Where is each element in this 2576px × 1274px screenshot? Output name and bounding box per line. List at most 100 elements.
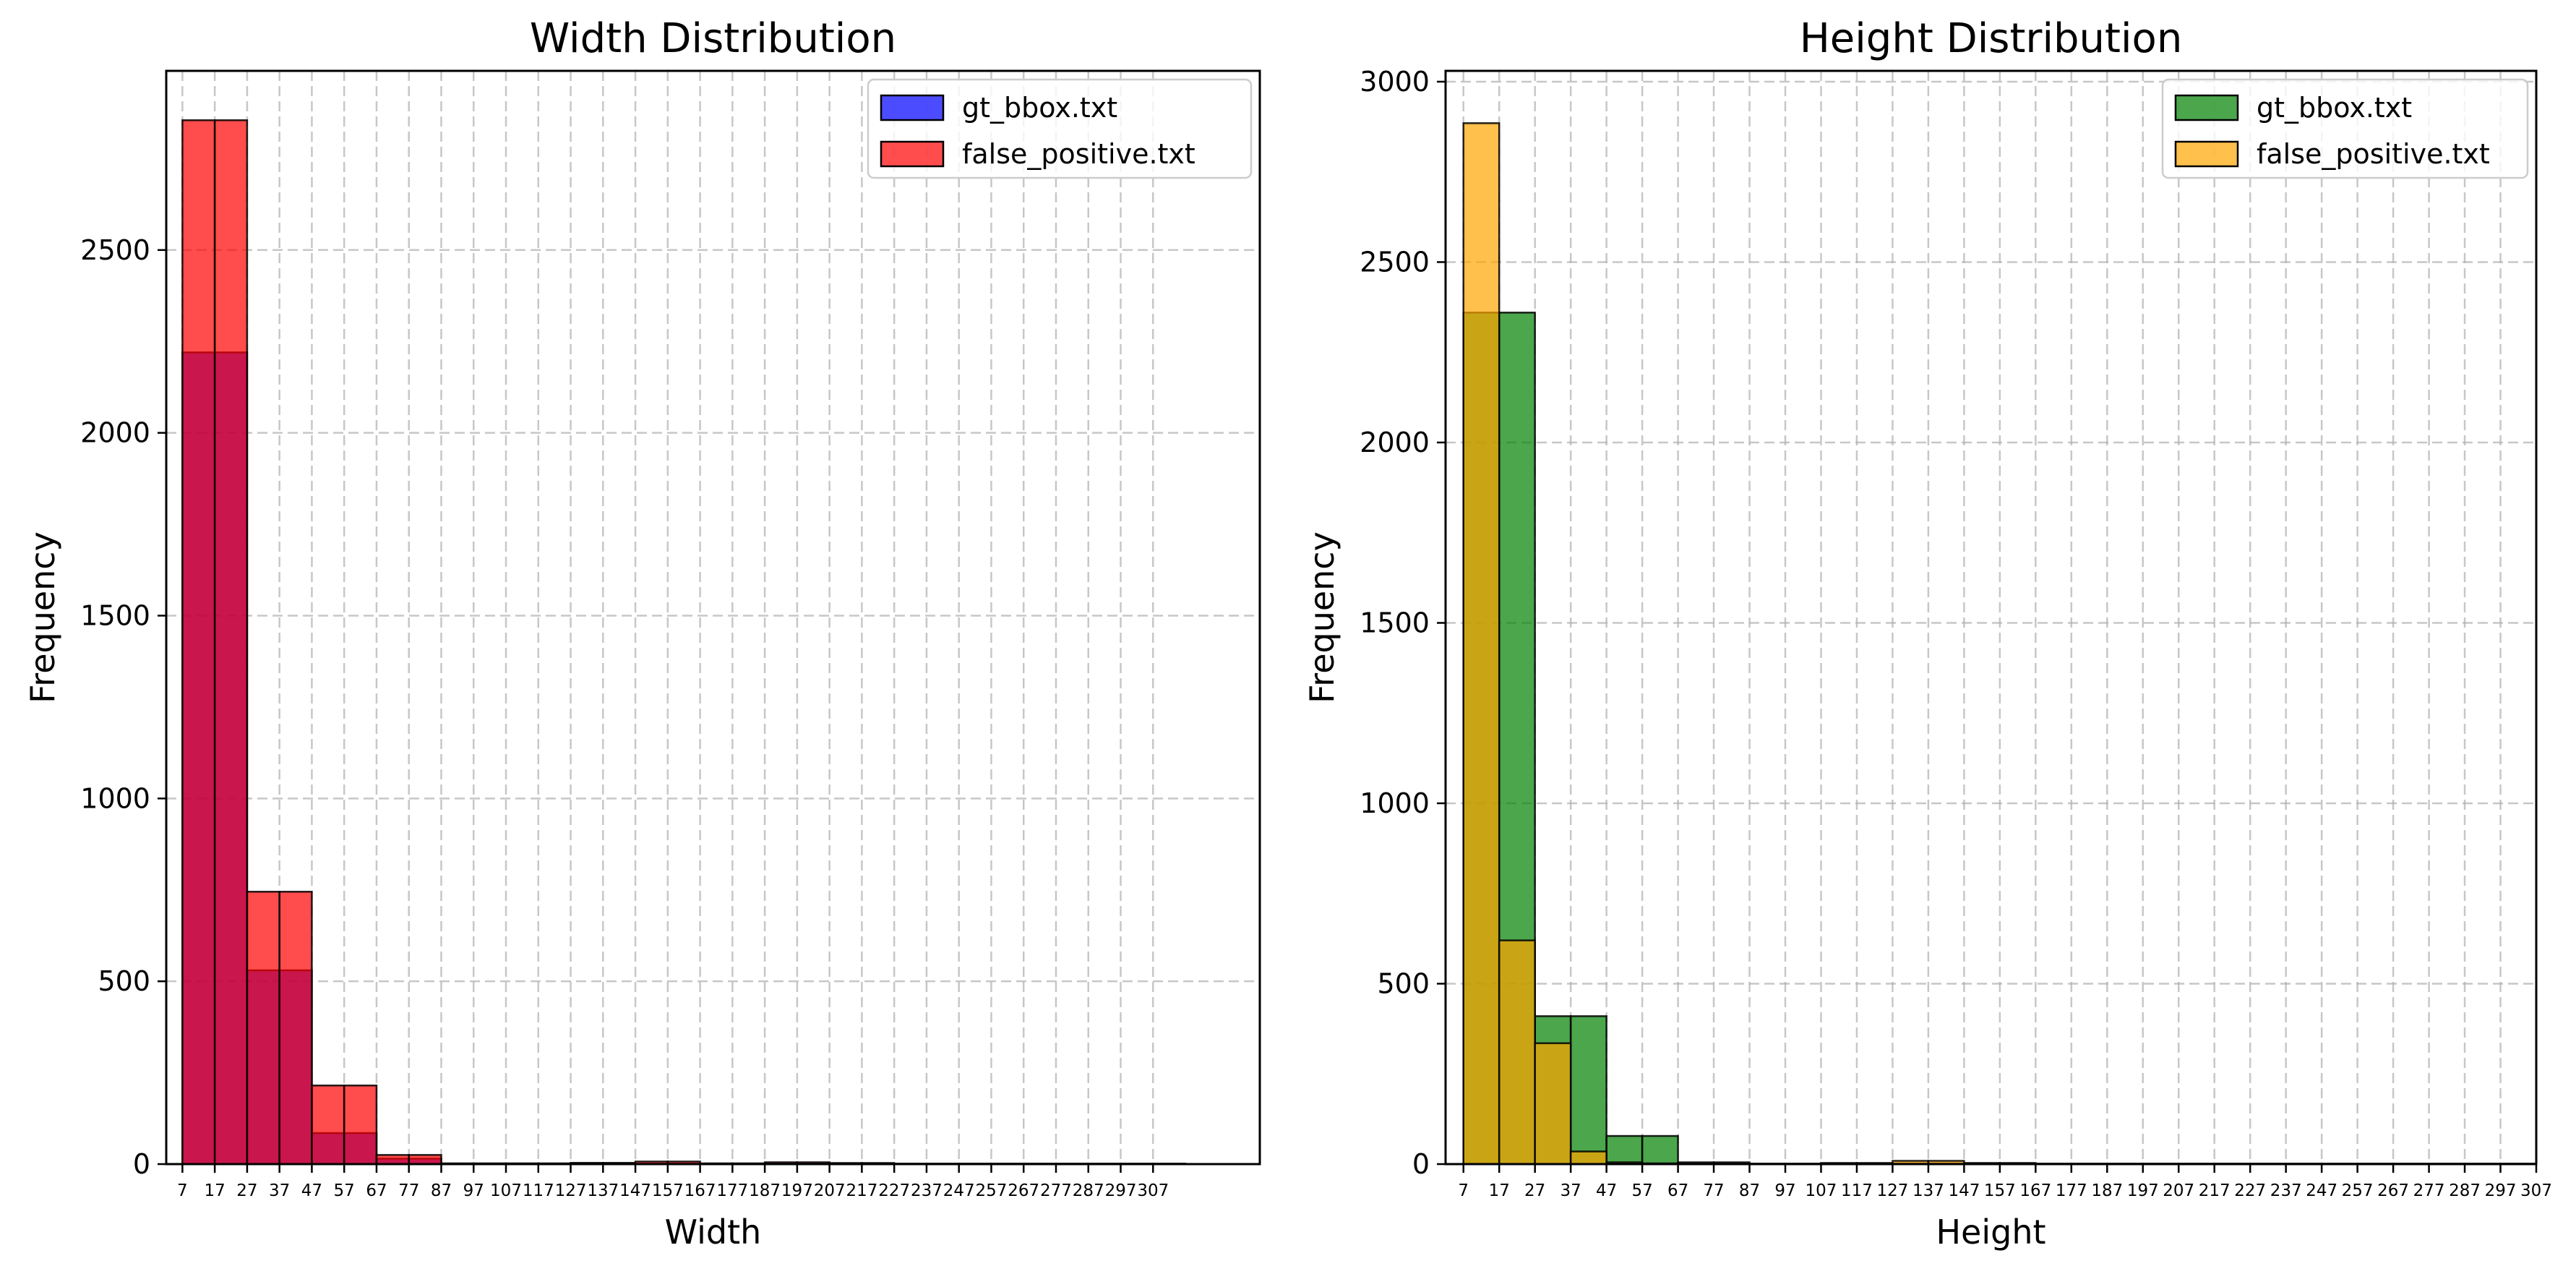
x-tick-label: 117 (1841, 1181, 1873, 1200)
x-tick-label: 297 (2485, 1181, 2517, 1200)
x-tick-label: 237 (911, 1181, 943, 1200)
legend-label: gt_bbox.txt (2257, 92, 2412, 124)
x-tick-label: 137 (587, 1181, 619, 1200)
x-tick-label: 177 (716, 1181, 748, 1200)
bar-gt-bbox-txt (1641, 1134, 1679, 1166)
x-tick-label: 257 (976, 1181, 1008, 1200)
x-tick-label: 167 (2019, 1181, 2051, 1200)
legend-label: false_positive.txt (962, 138, 1195, 170)
x-tick-label: 267 (2377, 1181, 2409, 1200)
x-tick-label: 47 (1596, 1181, 1617, 1200)
x-tick-label: 187 (749, 1181, 781, 1200)
legend-swatch (880, 94, 945, 121)
x-tick-label: 7 (177, 1181, 188, 1200)
y-axis-label: Frequency (23, 531, 62, 704)
x-tick-label: 57 (334, 1181, 355, 1200)
x-tick-label: 147 (619, 1181, 651, 1200)
bar-false-positive-txt (375, 1154, 410, 1166)
x-tick-label: 97 (463, 1181, 484, 1200)
plot-frame (165, 69, 1261, 1166)
x-tick-label: 247 (2306, 1181, 2337, 1200)
x-tick-label: 17 (1489, 1181, 1510, 1200)
x-tick-label: 207 (2163, 1181, 2194, 1200)
y-axis-label: Frequency (1302, 531, 1341, 704)
x-tick-label: 157 (652, 1181, 684, 1200)
bar-false-positive-txt (408, 1154, 442, 1166)
x-tick-label: 7 (1458, 1181, 1469, 1200)
x-tick-label: 17 (205, 1181, 226, 1200)
y-tick-label: 500 (1377, 967, 1430, 999)
x-tick-label: 227 (878, 1181, 910, 1200)
y-tick-label: 1500 (1360, 607, 1430, 638)
x-tick-label: 307 (1137, 1181, 1169, 1200)
height-distribution-panel: 7 17 27 37 47 57 67 77 87 97 107 117 127 137 147 157 167… (1302, 15, 2552, 1252)
x-tick-label: 77 (1703, 1181, 1724, 1200)
bar-false-positive-txt (1569, 1150, 1607, 1166)
bar-false-positive-txt (1534, 1042, 1572, 1166)
x-tick-label: 27 (236, 1181, 257, 1200)
x-tick-label: 227 (2234, 1181, 2266, 1200)
x-tick-label: 67 (1667, 1181, 1688, 1200)
chart-title: Height Distribution (1800, 15, 2183, 62)
bar-false-positive-txt (311, 1085, 345, 1166)
plot-frame (1444, 69, 2538, 1166)
x-tick-label: 207 (814, 1181, 846, 1200)
y-tick-label: 3000 (1360, 66, 1430, 98)
x-tick-label: 157 (1984, 1181, 2016, 1200)
bar-gt-bbox-txt (1605, 1134, 1644, 1166)
x-tick-label: 67 (366, 1181, 387, 1200)
x-tick-label: 307 (2520, 1181, 2552, 1200)
x-tick-label: 177 (2056, 1181, 2087, 1200)
x-axis-label: Width (665, 1213, 762, 1252)
legend-box (867, 78, 1253, 179)
x-tick-label: 37 (269, 1181, 290, 1200)
x-tick-label: 77 (398, 1181, 419, 1200)
legend-box (2161, 78, 2529, 179)
y-tick-label: 2500 (80, 234, 150, 266)
x-tick-label: 137 (1912, 1181, 1944, 1200)
x-tick-label: 87 (431, 1181, 452, 1200)
x-tick-label: 167 (684, 1181, 716, 1200)
bar-false-positive-txt (213, 119, 249, 1166)
y-tick-label: 2500 (1360, 246, 1430, 278)
legend-swatch (880, 140, 945, 168)
x-tick-label: 257 (2342, 1181, 2374, 1200)
x-tick-label: 217 (2199, 1181, 2231, 1200)
x-tick-label: 267 (1008, 1181, 1039, 1200)
x-tick-label: 237 (2270, 1181, 2302, 1200)
y-tick-label: 2000 (1360, 427, 1430, 458)
bar-false-positive-txt (278, 891, 313, 1166)
legend: gt_bbox.txt false_positive.txt (2161, 78, 2529, 179)
legend-swatch (2174, 94, 2239, 121)
x-tick-label: 147 (1948, 1181, 1980, 1200)
y-tick-label: 1500 (80, 599, 150, 631)
chart-title: Width Distribution (530, 15, 896, 62)
bar-false-positive-txt (246, 891, 280, 1166)
bar-false-positive-txt (181, 119, 216, 1166)
x-tick-label: 127 (555, 1181, 587, 1200)
x-tick-label: 287 (1073, 1181, 1104, 1200)
x-tick-label: 217 (846, 1181, 877, 1200)
x-tick-label: 127 (1876, 1181, 1908, 1200)
y-tick-label: 2000 (80, 417, 150, 449)
legend: gt_bbox.txt false_positive.txt (867, 78, 1253, 179)
bar-false-positive-txt (1462, 122, 1500, 1166)
width-distribution-panel: 7 17 27 37 47 57 67 77 87 97 107 117 127 137 147 157 167… (23, 15, 1261, 1252)
x-tick-label: 297 (1105, 1181, 1137, 1200)
x-tick-label: 37 (1560, 1181, 1581, 1200)
bar-false-positive-txt (343, 1085, 378, 1166)
x-tick-label: 197 (2127, 1181, 2159, 1200)
x-tick-label: 187 (2091, 1181, 2123, 1200)
x-tick-label: 107 (490, 1181, 522, 1200)
x-tick-label: 247 (943, 1181, 975, 1200)
y-tick-label: 0 (1412, 1148, 1430, 1180)
x-tick-label: 287 (2449, 1181, 2481, 1200)
bar-false-positive-txt (1498, 939, 1536, 1166)
y-tick-label: 1000 (1360, 787, 1430, 819)
x-axis-label: Height (1936, 1213, 2045, 1252)
x-tick-label: 277 (1040, 1181, 1072, 1200)
y-tick-label: 500 (98, 965, 150, 997)
legend-label: false_positive.txt (2257, 138, 2490, 170)
x-tick-label: 107 (1806, 1181, 1837, 1200)
